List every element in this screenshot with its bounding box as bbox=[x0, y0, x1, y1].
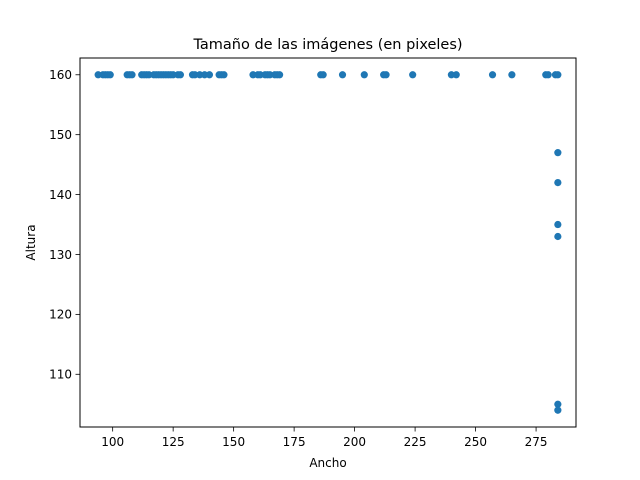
x-tick-label: 275 bbox=[525, 435, 548, 449]
data-point bbox=[319, 71, 327, 79]
x-tick-label: 125 bbox=[162, 435, 185, 449]
data-point bbox=[176, 71, 185, 79]
y-tick-label: 160 bbox=[49, 68, 72, 82]
x-axis-ticks: 100 125 150 175 200 225 250 275 bbox=[101, 427, 548, 449]
data-point bbox=[554, 400, 562, 408]
data-point bbox=[106, 71, 114, 79]
data-point bbox=[382, 71, 390, 79]
y-axis-label: Altura bbox=[24, 224, 38, 260]
x-tick-label: 225 bbox=[404, 435, 427, 449]
data-point bbox=[554, 149, 562, 157]
y-tick-label: 140 bbox=[49, 188, 72, 202]
y-tick-label: 110 bbox=[49, 368, 72, 382]
x-tick-label: 100 bbox=[101, 435, 124, 449]
data-point bbox=[128, 71, 136, 79]
data-point bbox=[220, 71, 228, 79]
data-point bbox=[452, 71, 460, 79]
chart-title: Tamaño de las imágenes (en pixeles) bbox=[192, 37, 462, 53]
plot-frame bbox=[79, 57, 577, 428]
data-point bbox=[554, 232, 562, 241]
data-point bbox=[338, 71, 347, 79]
data-point bbox=[508, 71, 516, 79]
x-axis-label: Ancho bbox=[309, 456, 346, 470]
data-point bbox=[205, 71, 214, 79]
x-tick-label: 200 bbox=[343, 435, 366, 449]
plot-area bbox=[80, 58, 576, 427]
x-tick-label: 250 bbox=[464, 435, 487, 449]
y-axis-ticks: 110 120 130 140 150 160 bbox=[49, 68, 80, 382]
x-tick-label: 175 bbox=[283, 435, 306, 449]
data-point bbox=[544, 71, 552, 79]
y-tick-label: 120 bbox=[49, 308, 72, 322]
data-point bbox=[554, 220, 562, 229]
data-point bbox=[554, 179, 562, 187]
data-point bbox=[554, 71, 562, 79]
data-point bbox=[360, 71, 368, 79]
data-point bbox=[409, 71, 417, 79]
y-tick-label: 130 bbox=[49, 248, 72, 262]
data-points bbox=[94, 71, 562, 414]
data-point bbox=[488, 71, 497, 79]
data-point bbox=[554, 406, 562, 414]
x-tick-label: 150 bbox=[222, 435, 245, 449]
y-tick-label: 150 bbox=[49, 128, 72, 142]
data-point bbox=[276, 71, 284, 79]
